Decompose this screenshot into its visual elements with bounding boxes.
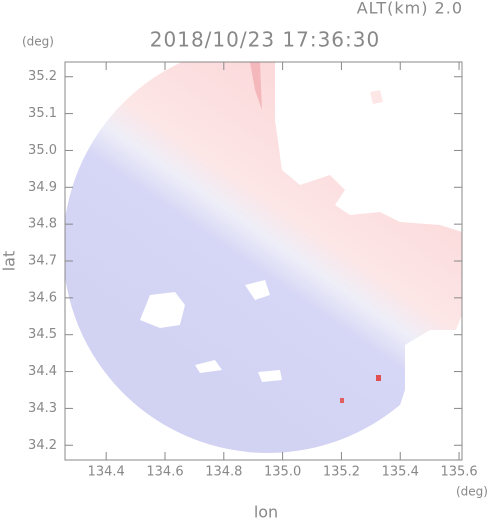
y-tick-label: 34.8 [28,217,57,232]
x-tick-label: 135.6 [440,465,477,480]
y-tick-label: 34.6 [28,290,57,305]
y-unit: (deg) [22,35,54,49]
x-tick-label: 135.2 [323,465,360,480]
y-tick-label: 34.7 [28,254,57,269]
x-tick-label: 135.0 [264,465,301,480]
y-tick-label: 34.2 [28,438,57,453]
chart-title: 2018/10/23 17:36:30 [150,28,380,52]
y-tick-label: 34.9 [28,180,57,195]
x-tick-label: 135.4 [382,465,419,480]
y-tick-label: 34.4 [28,364,57,379]
x-unit: (deg) [456,485,488,499]
y-tick-label: 34.5 [28,327,57,342]
y-tick-label: 34.3 [28,401,57,416]
y-tick-label: 35.2 [28,69,57,84]
annotation: ALT(km) 2.0 [357,0,463,18]
x-tick-label: 134.8 [205,465,242,480]
radar-field [65,62,462,460]
x-axis-label: lon [254,503,278,522]
x-tick-label: 134.6 [146,465,183,480]
x-tick-label: 134.4 [88,465,125,480]
y-tick-label: 35.1 [28,106,57,121]
y-axis-label: lat [0,251,19,272]
y-tick-label: 35.0 [28,143,57,158]
